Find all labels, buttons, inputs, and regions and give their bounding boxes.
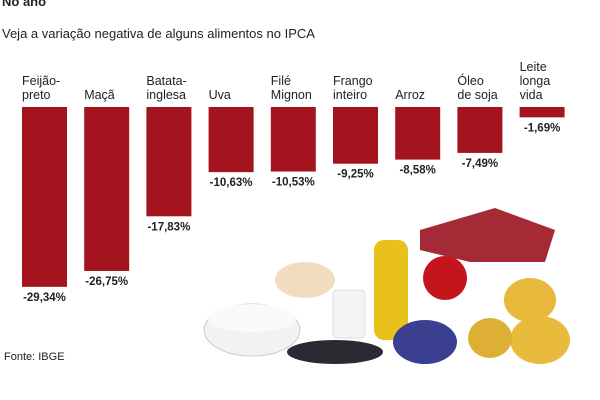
value-label: -1,69% [524,122,560,134]
bar [22,107,67,287]
rice [208,304,296,332]
bar [146,107,192,217]
value-label: -7,49% [462,158,498,170]
value-label: -17,83% [147,221,190,233]
milk-glass [332,289,366,339]
source: Fonte: IBGE [4,351,65,363]
category-label: Uva [209,88,231,102]
category-label: Leite longa vida [520,60,551,102]
apple [423,256,467,300]
bar [333,107,378,164]
value-label: -10,53% [272,177,315,189]
value-label: -26,75% [85,276,128,288]
oil-bottle [374,240,408,340]
category-label: Frango inteiro [333,74,373,102]
meat [420,208,555,262]
bar [457,107,503,153]
chicken [275,262,335,298]
potato [504,278,556,322]
value-label: -29,34% [23,292,66,304]
value-label: -8,58% [399,165,435,177]
bar [208,107,254,173]
potato [510,316,570,364]
category-label: Arroz [395,88,425,102]
value-label: -9,25% [337,169,373,181]
bar [519,107,565,118]
bar [395,107,441,160]
bar [270,107,316,172]
chart-subtitle: Veja a variação negativa de alguns alime… [2,26,315,41]
food-illustration [203,208,570,364]
beans [287,340,383,364]
chart-title: No ano [2,0,46,9]
category-label: Óleo de soja [457,73,497,102]
category-label: Feijão-preto [22,74,60,102]
grapes [393,320,457,364]
category-label: Batata-inglesa [146,74,186,102]
bar [84,107,130,271]
category-label: Filé Mignon [271,74,312,102]
value-label: -10,63% [210,177,253,189]
category-label: Maçã [84,88,115,102]
potato [468,318,512,358]
